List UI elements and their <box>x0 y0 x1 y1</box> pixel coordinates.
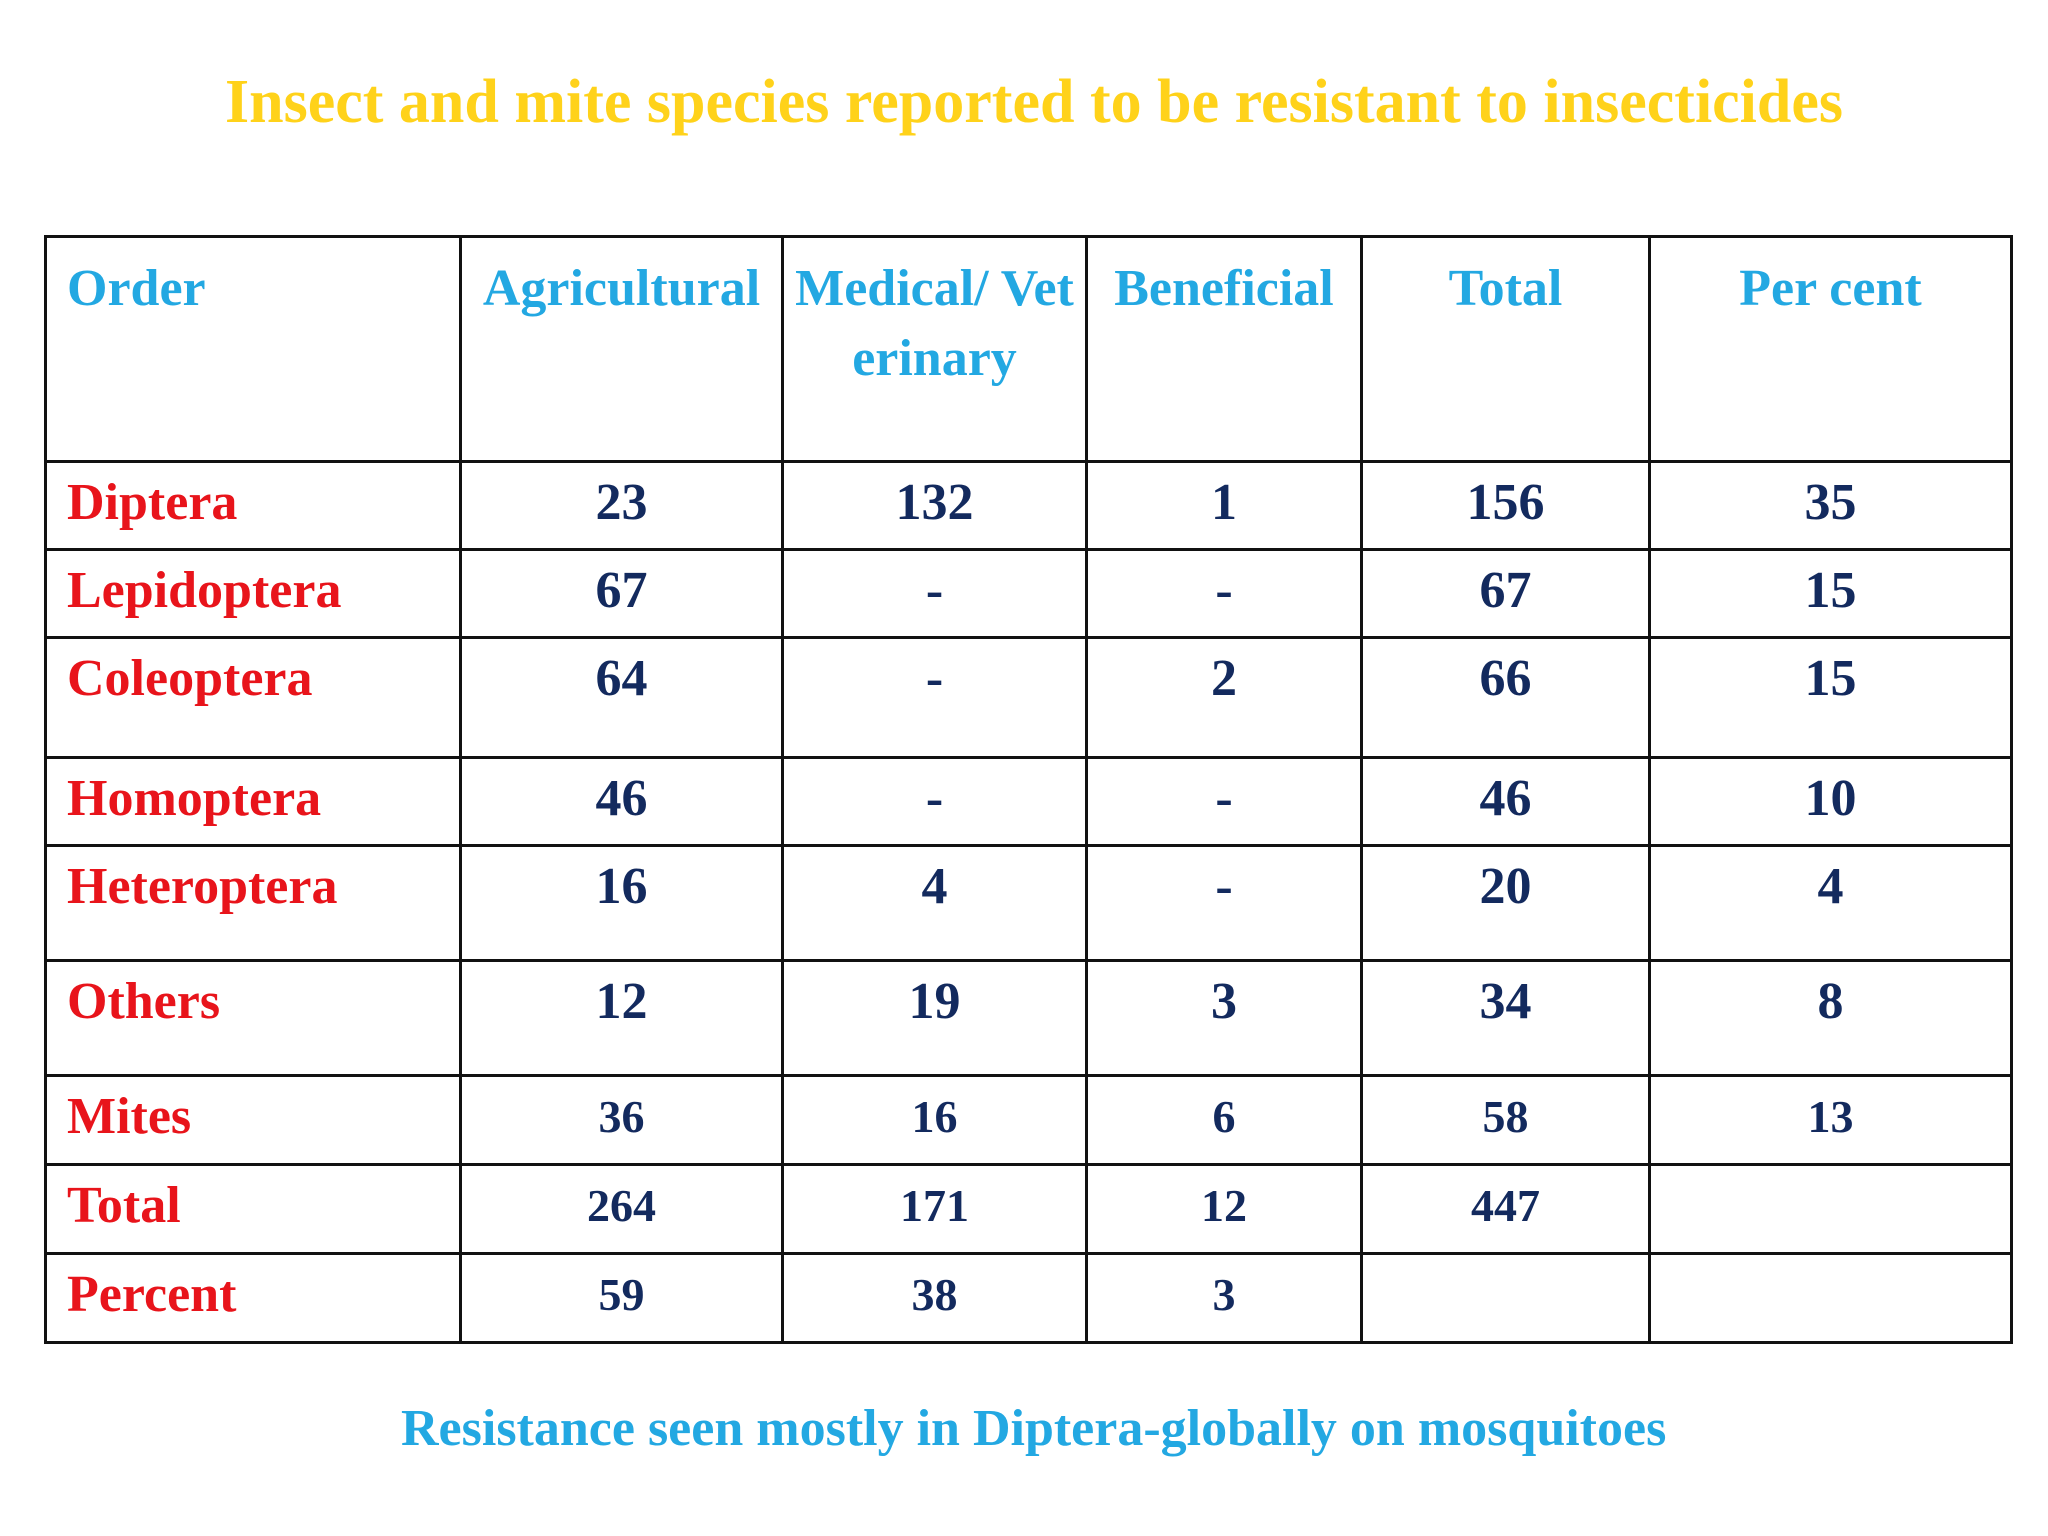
row-order-label: Homoptera <box>44 756 462 847</box>
cell-agricultural: 59 <box>459 1252 784 1344</box>
footer-note: Resistance seen mostly in Diptera-global… <box>401 1400 1667 1457</box>
row-order-label: Mites <box>44 1074 462 1166</box>
cell-agricultural: 67 <box>459 548 784 639</box>
cell-percent <box>1648 1252 2013 1344</box>
cell-beneficial: 12 <box>1085 1163 1363 1255</box>
header-percent: Per cent <box>1648 235 2013 463</box>
cell-percent: 35 <box>1648 460 2013 551</box>
cell-agricultural: 16 <box>459 844 784 962</box>
cell-percent: 15 <box>1648 636 2013 759</box>
cell-agricultural: 23 <box>459 460 784 551</box>
cell-total: 67 <box>1360 548 1651 639</box>
cell-total: 58 <box>1360 1074 1651 1166</box>
cell-medical: 19 <box>781 959 1088 1077</box>
table-row: Total 264 171 12 447 <box>44 1163 2013 1255</box>
cell-beneficial: 6 <box>1085 1074 1363 1166</box>
row-order-label: Coleoptera <box>44 636 462 759</box>
cell-medical: 38 <box>781 1252 1088 1344</box>
cell-percent: 8 <box>1648 959 2013 1077</box>
cell-total: 66 <box>1360 636 1651 759</box>
cell-percent <box>1648 1163 2013 1255</box>
cell-agricultural: 64 <box>459 636 784 759</box>
cell-agricultural: 264 <box>459 1163 784 1255</box>
cell-total: 156 <box>1360 460 1651 551</box>
cell-percent: 15 <box>1648 548 2013 639</box>
table-row: Coleoptera 64 - 2 66 15 <box>44 636 2013 759</box>
table-row: Others 12 19 3 34 8 <box>44 959 2013 1077</box>
table-header-row: Order Agricultural Medical/ Veterinary B… <box>44 235 2013 463</box>
cell-beneficial: - <box>1085 844 1363 962</box>
table-row: Percent 59 38 3 <box>44 1252 2013 1344</box>
cell-percent: 10 <box>1648 756 2013 847</box>
header-total: Total <box>1360 235 1651 463</box>
cell-beneficial: 3 <box>1085 959 1363 1077</box>
slide-title: Insect and mite species reported to be r… <box>224 68 1844 136</box>
cell-percent: 4 <box>1648 844 2013 962</box>
row-order-label: Percent <box>44 1252 462 1344</box>
resistance-table: Order Agricultural Medical/ Veterinary B… <box>44 235 2013 1344</box>
table-row: Lepidoptera 67 - - 67 15 <box>44 548 2013 639</box>
cell-beneficial: 2 <box>1085 636 1363 759</box>
cell-beneficial: 1 <box>1085 460 1363 551</box>
cell-medical: 171 <box>781 1163 1088 1255</box>
row-order-label: Lepidoptera <box>44 548 462 639</box>
cell-beneficial: - <box>1085 756 1363 847</box>
cell-total <box>1360 1252 1651 1344</box>
cell-total: 20 <box>1360 844 1651 962</box>
cell-beneficial: - <box>1085 548 1363 639</box>
table-row: Diptera 23 132 1 156 35 <box>44 460 2013 551</box>
cell-medical: 132 <box>781 460 1088 551</box>
row-order-label: Diptera <box>44 460 462 551</box>
table-row: Heteroptera 16 4 - 20 4 <box>44 844 2013 962</box>
cell-medical: - <box>781 548 1088 639</box>
cell-total: 34 <box>1360 959 1651 1077</box>
cell-medical: - <box>781 756 1088 847</box>
cell-agricultural: 12 <box>459 959 784 1077</box>
cell-total: 46 <box>1360 756 1651 847</box>
header-medical-veterinary: Medical/ Veterinary <box>781 235 1088 463</box>
table-row: Homoptera 46 - - 46 10 <box>44 756 2013 847</box>
header-order: Order <box>44 235 462 463</box>
cell-medical: 16 <box>781 1074 1088 1166</box>
cell-total: 447 <box>1360 1163 1651 1255</box>
cell-beneficial: 3 <box>1085 1252 1363 1344</box>
header-agricultural: Agricultural <box>459 235 784 463</box>
cell-medical: - <box>781 636 1088 759</box>
row-order-label: Others <box>44 959 462 1077</box>
cell-agricultural: 46 <box>459 756 784 847</box>
cell-medical: 4 <box>781 844 1088 962</box>
header-beneficial: Beneficial <box>1085 235 1363 463</box>
cell-agricultural: 36 <box>459 1074 784 1166</box>
cell-percent: 13 <box>1648 1074 2013 1166</box>
row-order-label: Heteroptera <box>44 844 462 962</box>
row-order-label: Total <box>44 1163 462 1255</box>
table-row: Mites 36 16 6 58 13 <box>44 1074 2013 1166</box>
